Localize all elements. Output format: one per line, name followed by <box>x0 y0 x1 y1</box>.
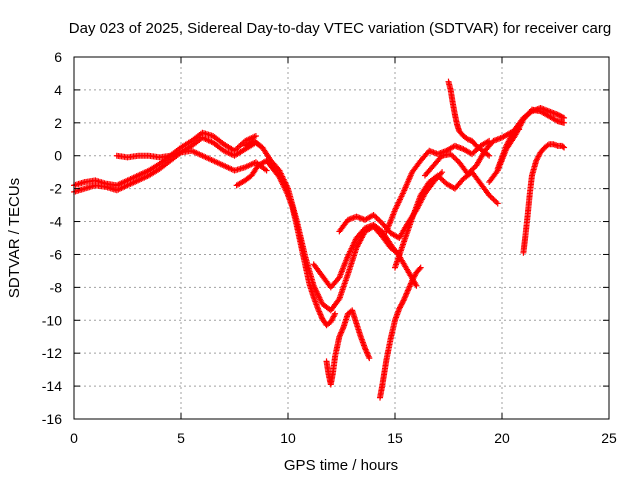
data-point <box>489 194 496 201</box>
data-point <box>416 265 423 272</box>
y-tick-label: -6 <box>50 246 63 262</box>
data-point <box>417 264 424 271</box>
data-point <box>561 114 568 121</box>
y-tick-label: 2 <box>54 115 62 131</box>
data-point <box>263 167 270 174</box>
y-tick-label: -4 <box>50 214 63 230</box>
x-axis-label: GPS time / hours <box>284 457 398 474</box>
x-tick-label: 20 <box>494 430 510 446</box>
y-tick-label: -12 <box>42 345 62 361</box>
data-point <box>413 282 420 289</box>
tick-labels: 0 5 10 15 20 25 -16 -14 -12 -10 -8 -6 -4 -2 0 2 4 6 <box>42 49 617 446</box>
data-series-4 <box>233 157 339 329</box>
data-point <box>447 151 454 158</box>
y-tick-label: -16 <box>42 411 62 427</box>
data-point <box>470 149 477 156</box>
data-point <box>453 156 460 163</box>
data-series-15 <box>494 105 568 172</box>
y-tick-label: -8 <box>50 279 63 295</box>
data-point <box>439 169 446 176</box>
data-series-7 <box>310 221 420 291</box>
chart-title: Day 023 of 2025, Sidereal Day-to-day VTE… <box>69 20 611 37</box>
axis-ticks <box>73 56 610 420</box>
data-point <box>561 144 568 151</box>
data-series-6 <box>323 307 373 388</box>
data-point <box>366 355 373 362</box>
data-point <box>559 143 566 150</box>
x-tick-label: 5 <box>177 430 185 446</box>
data-point <box>493 199 500 206</box>
y-tick-label: -2 <box>50 181 63 197</box>
data-point <box>440 177 447 184</box>
data-point <box>486 152 493 159</box>
y-axis-label: SDTVAR / TECUs <box>6 178 23 298</box>
data-point <box>451 155 458 162</box>
plot-frame <box>73 56 610 420</box>
y-tick-label: -10 <box>42 312 62 328</box>
data-point <box>494 200 501 207</box>
data-point <box>490 196 497 203</box>
x-tick-label: 10 <box>280 430 296 446</box>
data-point <box>449 152 456 159</box>
data-series-2 <box>71 129 259 189</box>
y-tick-label: -14 <box>42 378 62 394</box>
data-point <box>331 312 338 319</box>
data-points <box>71 78 568 401</box>
x-tick-label: 15 <box>387 430 403 446</box>
x-tick-label: 25 <box>601 430 617 446</box>
data-series-9 <box>377 264 424 401</box>
x-tick-label: 0 <box>70 430 78 446</box>
data-series-16 <box>520 141 568 256</box>
data-point <box>470 165 477 172</box>
y-tick-label: 0 <box>54 148 62 164</box>
data-point <box>491 197 498 204</box>
data-point <box>372 213 379 220</box>
data-series-13 <box>445 78 493 159</box>
data-series-3 <box>113 147 270 174</box>
data-point <box>559 114 566 121</box>
y-tick-label: 6 <box>54 49 62 65</box>
data-point <box>399 298 406 305</box>
data-series-12 <box>421 126 523 179</box>
data-point <box>332 310 339 317</box>
data-series-10 <box>383 137 493 235</box>
y-tick-label: 4 <box>54 82 62 98</box>
data-point <box>376 217 383 224</box>
grid-lines <box>74 57 609 419</box>
data-point <box>252 132 259 139</box>
